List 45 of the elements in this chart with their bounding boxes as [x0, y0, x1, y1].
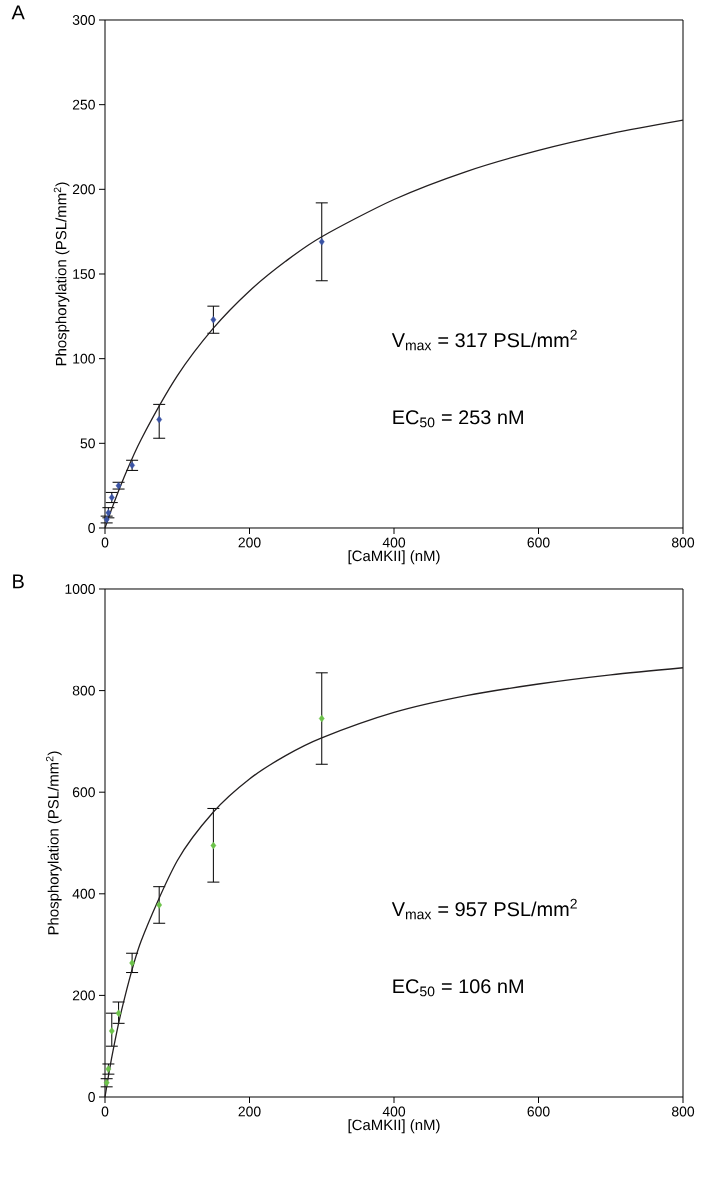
x-tick-label: 0 [101, 537, 109, 548]
y-axis-title: Phosphorylation (PSL/mm$^{2}$) [53, 182, 70, 366]
point [210, 316, 217, 324]
y-tick-label: 200 [72, 184, 95, 195]
point [318, 238, 325, 246]
annotation: EC$_{50}$ = 106 nM [393, 979, 523, 997]
x-tick-label: 600 [527, 1106, 550, 1117]
x-tick-label: 200 [238, 1106, 261, 1117]
x-tick-label: 800 [671, 1106, 695, 1117]
point [156, 901, 163, 909]
y-tick-label: 600 [72, 787, 95, 798]
line-series [104, 667, 684, 1098]
y-tick-label: 50 [80, 438, 95, 449]
y-tick-label: 1000 [65, 584, 95, 594]
y-axis-title: Phosphorylation (PSL/mm$^{2}$) [46, 751, 62, 935]
y-tick-label: 100 [73, 353, 95, 364]
point [318, 714, 325, 723]
y-tick-label: 200 [72, 990, 95, 1001]
y-tick-label: 150 [73, 269, 95, 279]
y-tick-label: 0 [88, 1092, 95, 1102]
y-tick-label: 250 [72, 99, 95, 110]
x-tick-label: 800 [671, 537, 695, 548]
x-tick-label: 400 [382, 1106, 406, 1117]
point [156, 415, 163, 424]
point [210, 841, 217, 850]
y-tick-label: 800 [72, 685, 95, 696]
point [115, 1009, 122, 1017]
y-tick-label: 0 [88, 523, 95, 533]
x-axis-title: [CaMKII] (nM) [348, 1119, 440, 1134]
line-series [104, 119, 684, 529]
x-tick-label: 600 [527, 537, 550, 548]
annotation: V$_{max}$ = 317 PSL/mm$^{2}$ [391, 329, 577, 351]
annotation: V$_{max}$ = 957 PSL/mm$^{2}$ [391, 898, 577, 920]
y-tick-label: 400 [72, 888, 95, 899]
annotation: EC$_{50}$ = 253 nM [393, 410, 523, 428]
chart-title: B [13, 574, 24, 589]
x-tick-label: 200 [238, 537, 261, 548]
point [108, 1027, 115, 1035]
x-axis-title: [CaMKII] (nM) [348, 550, 440, 565]
y-tick-label: 300 [72, 15, 95, 25]
point [129, 959, 135, 967]
x-tick-label: 400 [382, 537, 406, 548]
x-tick-label: 0 [101, 1106, 109, 1117]
chart-title: A [11, 5, 25, 20]
point [108, 493, 115, 502]
